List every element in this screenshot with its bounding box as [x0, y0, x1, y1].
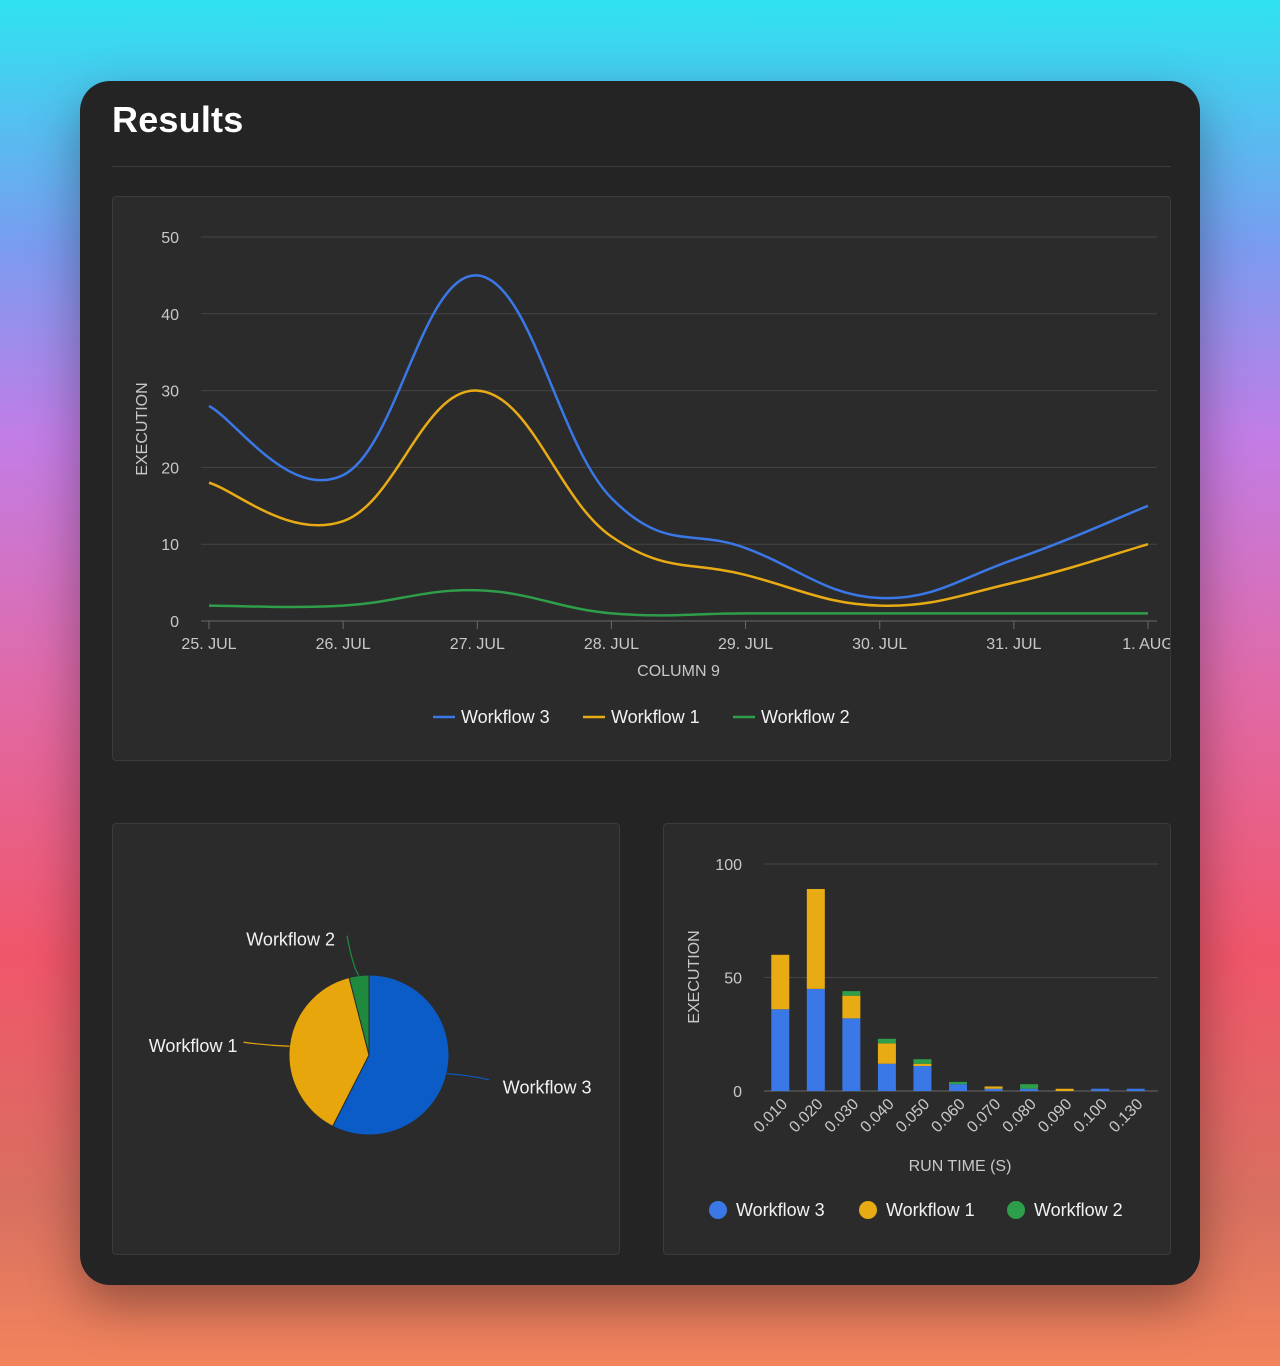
x-tick-label: 29. JUL: [718, 636, 773, 653]
page-title: Results: [112, 99, 244, 140]
bar-workflow-3-0-070: [984, 1088, 1003, 1091]
bar-workflow-1-0-010: [771, 954, 790, 1010]
bar-workflow-1-0-090: [1055, 1088, 1074, 1091]
legend-swatch-workflow-3: [709, 1201, 727, 1219]
bar-workflow-3-0-020: [806, 988, 825, 1091]
bar-workflow-3-0-030: [842, 1018, 861, 1091]
x-tick-label: 28. JUL: [584, 636, 639, 653]
series-line-workflow-3: [208, 274, 1149, 600]
pie-slice-workflow-3: [332, 974, 450, 1136]
bar-workflow-3-0-100: [1091, 1088, 1110, 1091]
bar-workflow-2-0-040: [877, 1038, 896, 1044]
bar-workflow-2-0-050: [913, 1059, 932, 1064]
x-tick-label: 25. JUL: [181, 636, 236, 653]
x-tick-label: 30. JUL: [852, 636, 907, 653]
bar-workflow-2-0-060: [949, 1081, 967, 1085]
bar-chart: 0 50 100 0.0100.0200.0300.0400.0500.0600.07…: [686, 857, 1158, 1220]
legend-label-workflow-1: Workflow 1: [886, 1200, 975, 1220]
x-tick-label: 0.060: [928, 1096, 968, 1136]
pie-chart: Workflow 3 Workflow 1 Workflow 2: [149, 930, 592, 1136]
bar-workflow-3-0-080: [1020, 1088, 1039, 1091]
x-tick-label: 0.040: [857, 1096, 897, 1136]
y-tick-label: 20: [161, 460, 179, 477]
legend-label-workflow-2: Workflow 2: [1034, 1200, 1123, 1220]
bar-workflow-3-0-050: [913, 1066, 932, 1091]
legend-swatch-workflow-1: [859, 1201, 877, 1219]
y-tick-label: 0: [733, 1084, 742, 1101]
bar-workflow-1-0-030: [842, 995, 861, 1019]
x-tick-label: 0.080: [1000, 1096, 1040, 1136]
bar-workflow-1-0-020: [806, 888, 825, 989]
x-tick-label: 0.070: [964, 1096, 1004, 1136]
line-chart: 0 10 20 30 40 50 25. JUL 26. JUL 27. JUL 28. JUL 2…: [134, 230, 1174, 727]
x-tick-label: 0.130: [1106, 1096, 1146, 1136]
legend-label-workflow-1: Workflow 1: [611, 707, 700, 727]
pie-leader-workflow-1: [243, 1041, 290, 1047]
x-axis-title: RUN TIME (S): [909, 1158, 1012, 1175]
x-tick-label: 0.090: [1035, 1096, 1075, 1136]
x-tick-label: 0.030: [822, 1096, 862, 1136]
y-tick-label: 40: [161, 307, 179, 324]
bar-workflow-3-0-130: [1126, 1088, 1145, 1091]
bar-chart-card: 0 50 100 0.010 0.020 0.030 0.040 0.050 0.060 0.07…: [663, 823, 1171, 1255]
y-tick-label: 100: [715, 857, 742, 874]
x-tick-label: 1. AUG: [1122, 636, 1170, 653]
series-line-workflow-1: [208, 389, 1149, 607]
bar-workflow-1-0-040: [877, 1043, 896, 1064]
bar-chart-legend: Workflow 3 Workflow 1 Workflow 2: [709, 1200, 1123, 1220]
x-tick-label: 0.050: [893, 1096, 933, 1136]
bar-workflow-1-0-050: [913, 1063, 932, 1067]
bar-workflow-3-0-010: [771, 1009, 790, 1091]
bar-workflow-3-0-060: [949, 1084, 967, 1091]
bar-workflow-2-0-080: [1020, 1084, 1039, 1089]
x-tick-label: 0.100: [1071, 1096, 1111, 1136]
y-axis-title: EXECUTION: [686, 930, 703, 1023]
y-tick-label: 30: [161, 384, 179, 401]
series-line-workflow-2: [208, 588, 1148, 617]
bar-workflow-1-0-070: [984, 1086, 1003, 1089]
title-divider: [112, 166, 1171, 167]
pie-label-workflow-3: Workflow 3: [503, 1078, 592, 1098]
pie-label-workflow-1: Workflow 1: [149, 1036, 238, 1056]
y-axis-title: EXECUTION: [134, 382, 151, 475]
line-chart-card: 0 10 20 30 40 50 25. JUL 26. JUL 27. JUL 28. JUL 2…: [112, 196, 1174, 761]
y-tick-label: 0: [170, 614, 179, 631]
x-tick-label: 0.010: [751, 1096, 791, 1136]
x-axis-title: COLUMN 9: [637, 663, 720, 680]
x-tick-label: 0.020: [786, 1096, 826, 1136]
pie-leader-workflow-3: [446, 1073, 489, 1081]
legend-label-workflow-3: Workflow 3: [461, 707, 550, 727]
pie-leader-workflow-2: [346, 935, 360, 976]
x-tick-label: 31. JUL: [986, 636, 1041, 653]
bar-workflow-2-0-030: [842, 991, 861, 996]
bar-workflow-3-0-040: [877, 1063, 896, 1091]
legend-label-workflow-2: Workflow 2: [761, 707, 850, 727]
y-tick-label: 50: [724, 971, 742, 988]
line-chart-legend: Workflow 3 Workflow 1 Workflow 2: [433, 707, 850, 727]
results-window: Results 0 10 20 30 40 50 25. JUL 26. JUL 27. JUL…: [80, 81, 1200, 1285]
legend-label-workflow-3: Workflow 3: [736, 1200, 825, 1220]
y-tick-label: 50: [161, 230, 179, 247]
pie-chart-card: Workflow 3 Workflow 1 Workflow 2: [112, 823, 620, 1255]
legend-swatch-workflow-2: [1007, 1201, 1025, 1219]
x-tick-label: 26. JUL: [316, 636, 371, 653]
x-tick-label: 27. JUL: [450, 636, 505, 653]
pie-label-workflow-2: Workflow 2: [246, 930, 335, 950]
y-tick-label: 10: [161, 537, 179, 554]
